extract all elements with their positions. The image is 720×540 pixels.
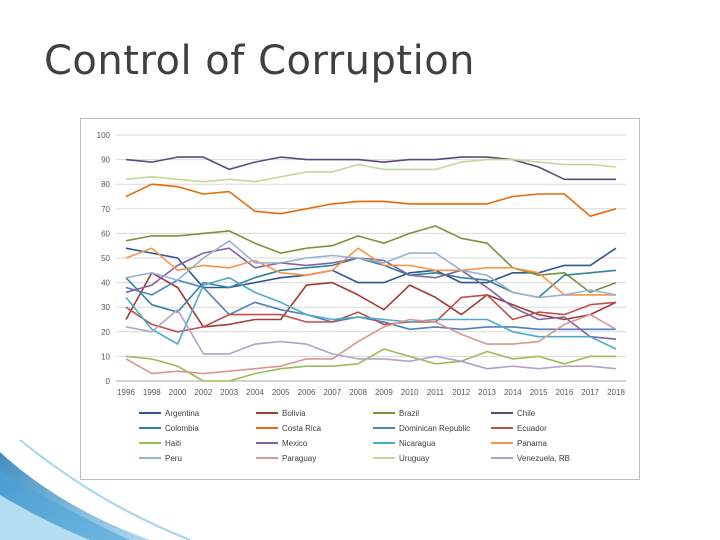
- series-line-ecuador: [125, 294, 617, 333]
- y-tick-label: 90: [101, 156, 110, 165]
- legend-label: Mexico: [282, 439, 308, 448]
- legend-label: Haiti: [165, 439, 181, 448]
- x-tick-label: 2012: [452, 388, 470, 397]
- series-line-paraguay: [125, 313, 617, 375]
- x-tick-label: 2007: [323, 388, 341, 397]
- x-tick-label: 1996: [117, 388, 135, 397]
- y-tick-label: 60: [101, 229, 110, 238]
- series-line-argentina: [125, 247, 617, 289]
- series-line-venezuela-rb: [125, 308, 617, 370]
- x-tick-label: 2015: [530, 388, 548, 397]
- y-tick-label: 40: [101, 279, 110, 288]
- legend-label: Argentina: [165, 409, 200, 418]
- series-line-haiti: [125, 348, 616, 382]
- series-line-mexico: [125, 247, 617, 340]
- legend-label: Paraguay: [282, 454, 316, 463]
- legend-label: Brazil: [399, 409, 419, 418]
- x-tick-label: 2014: [504, 388, 522, 397]
- legend-label: Chile: [517, 409, 536, 418]
- legend-label: Venezuela, RB: [517, 454, 570, 463]
- x-tick-label: 2013: [478, 388, 496, 397]
- series-line-dominican-republic: [125, 279, 616, 331]
- x-tick-label: 2003: [220, 388, 238, 397]
- legend-label: Panama: [517, 439, 547, 448]
- y-tick-label: 50: [101, 254, 110, 263]
- x-tick-label: 2010: [401, 388, 419, 397]
- y-tick-label: 100: [97, 131, 111, 140]
- x-tick-label: 2008: [349, 388, 367, 397]
- legend-label: Bolivia: [282, 409, 306, 418]
- x-tick-label: 2004: [246, 388, 264, 397]
- x-tick-label: 2018: [607, 388, 625, 397]
- legend-label: Colombia: [165, 424, 199, 433]
- y-tick-label: 20: [101, 328, 110, 337]
- series-line-peru: [125, 240, 617, 299]
- decorative-swoosh: [0, 440, 191, 540]
- line-chart: 0 10 20 30 40 50 60 70 80 90 100 1996 1998 2000 2002 20…: [97, 131, 626, 463]
- x-tick-label: 2016: [556, 388, 574, 397]
- chart-container: 0 10 20 30 40 50 60 70 80 90 100 1996 1998 2000 2002 20…: [80, 118, 640, 480]
- y-tick-label: 30: [101, 303, 110, 312]
- x-tick-label: 2006: [298, 388, 316, 397]
- x-tick-label: 1998: [143, 388, 161, 397]
- legend-label: Dominican Republic: [399, 424, 470, 433]
- series-line-brazil: [125, 225, 617, 294]
- legend-label: Peru: [165, 454, 182, 463]
- legend-label: Ecuador: [517, 424, 547, 433]
- y-tick-label: 70: [101, 205, 110, 214]
- series-line-chile: [125, 156, 616, 181]
- slide-title: Control of Corruption: [44, 38, 476, 84]
- x-tick-label: 2005: [272, 388, 290, 397]
- x-tick-label: 2009: [375, 388, 393, 397]
- y-tick-label: 80: [101, 180, 110, 189]
- x-tick-label: 2002: [194, 388, 212, 397]
- x-tick-label: 2017: [581, 388, 599, 397]
- legend-label: Uruguay: [399, 454, 429, 463]
- x-tick-label: 2011: [427, 388, 445, 397]
- y-tick-label: 0: [106, 377, 111, 386]
- series-line-panama: [125, 247, 616, 296]
- series-line-nicaragua: [125, 276, 617, 350]
- y-tick-label: 10: [101, 352, 110, 361]
- series-line-costa-rica: [125, 183, 617, 217]
- legend-label: Nicaragua: [399, 439, 436, 448]
- series-line-uruguay: [125, 158, 617, 183]
- legend-label: Costa Rica: [282, 424, 322, 433]
- x-tick-label: 2000: [169, 388, 187, 397]
